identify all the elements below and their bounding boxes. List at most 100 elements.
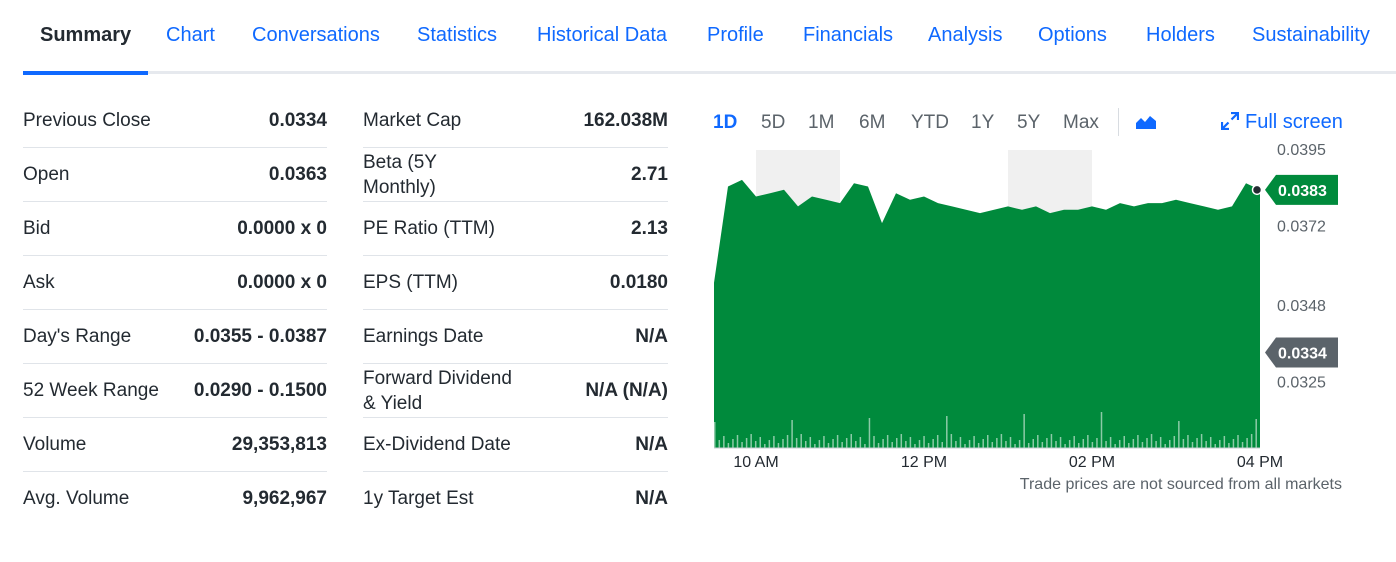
- tab-analysis[interactable]: Analysis: [928, 24, 1003, 46]
- tab-financials[interactable]: Financials: [803, 24, 894, 46]
- fullscreen-button[interactable]: Full screen: [1220, 111, 1343, 134]
- volume-bar: [1023, 414, 1025, 448]
- volume-bar: [909, 437, 912, 448]
- stat-label-eps: EPS (TTM): [363, 272, 458, 293]
- volume-bar: [900, 434, 903, 448]
- volume-bar: [1223, 436, 1226, 448]
- volume-bar: [782, 439, 784, 448]
- volume-bar: [795, 438, 798, 448]
- volume-bar: [1100, 412, 1103, 448]
- range-button-ytd[interactable]: YTD: [911, 112, 949, 133]
- volume-bar: [814, 444, 816, 448]
- volume-bar: [1005, 441, 1007, 448]
- volume-bar: [882, 439, 884, 448]
- volume-bar: [773, 436, 775, 448]
- stat-value-bid: 0.0000 x 0: [237, 217, 327, 239]
- volume-bar: [1091, 442, 1094, 448]
- table-row: EPS (TTM) 0.0180: [363, 256, 668, 310]
- tab-options[interactable]: Options: [1038, 24, 1107, 46]
- stat-value-open: 0.0363: [268, 163, 327, 185]
- volume-bar: [764, 444, 766, 448]
- tab-conversations[interactable]: Conversations: [252, 24, 380, 46]
- table-row: Avg. Volume 9,962,967: [23, 472, 327, 525]
- volume-bar: [1182, 439, 1185, 448]
- volume-bar: [973, 436, 975, 448]
- volume-bar: [923, 436, 925, 448]
- volume-bar: [777, 443, 780, 448]
- volume-bar: [859, 437, 862, 448]
- volume-bar: [1087, 435, 1089, 448]
- tab-historical-data[interactable]: Historical Data: [537, 24, 668, 46]
- stat-value-previous-close: 0.0334: [268, 109, 327, 131]
- summary-table-right: Market Cap 162.038M Beta (5Y Monthly) 2.…: [363, 94, 668, 525]
- volume-bar: [891, 442, 893, 448]
- expand-arrows-icon: [1220, 111, 1240, 131]
- stat-value-pe-ratio: 2.13: [631, 217, 668, 239]
- volume-bar: [1187, 435, 1189, 448]
- volume-bar: [1000, 434, 1003, 448]
- volume-bar: [809, 437, 812, 448]
- tab-sustainability[interactable]: Sustainability: [1252, 24, 1370, 46]
- volume-bar: [800, 434, 802, 448]
- stat-label-days-range: Day's Range: [23, 326, 132, 347]
- table-row: 52 Week Range 0.0290 - 0.1500: [23, 364, 327, 418]
- volume-bar: [1255, 419, 1257, 448]
- volume-bar: [718, 440, 721, 448]
- x-tick-label: 02 PM: [1069, 454, 1115, 471]
- volume-bar: [823, 436, 825, 448]
- intraday-price-chart[interactable]: 0.0395 0.0372 0.0348 0.0325 10 AM 12 PM 02 PM…: [700, 140, 1360, 480]
- volume-bar: [1128, 443, 1130, 448]
- volume-bar: [977, 443, 980, 448]
- volume-bar: [745, 438, 748, 448]
- quote-nav-tabs: Summary Chart Conversations Statistics H…: [0, 0, 1396, 76]
- table-row: PE Ratio (TTM) 2.13: [363, 202, 668, 256]
- range-button-1d[interactable]: 1D: [713, 112, 738, 133]
- stat-label-forward-dividend: Forward Dividend & Yield: [363, 367, 512, 414]
- volume-bar: [1096, 438, 1098, 448]
- volume-bar: [1237, 435, 1239, 448]
- volume-bar: [1078, 443, 1080, 448]
- volume-bar: [1173, 436, 1176, 448]
- volume-bar: [1032, 439, 1034, 448]
- range-button-5y[interactable]: 5Y: [1017, 112, 1041, 133]
- volume-bar: [1205, 441, 1207, 448]
- volume-bar: [1041, 442, 1044, 448]
- volume-bar: [982, 439, 984, 448]
- range-button-max[interactable]: Max: [1063, 112, 1099, 133]
- range-button-1m[interactable]: 1M: [808, 112, 835, 133]
- volume-bar: [1214, 444, 1216, 448]
- stat-value-market-cap: 162.038M: [583, 109, 668, 131]
- volume-bars: [714, 412, 1257, 448]
- table-row: Volume 29,353,813: [23, 418, 327, 472]
- table-row: Open 0.0363: [23, 148, 327, 202]
- x-tick-label: 10 AM: [733, 454, 778, 471]
- volume-bar: [791, 420, 793, 448]
- volume-bar: [1169, 440, 1171, 448]
- tab-holders[interactable]: Holders: [1146, 24, 1215, 46]
- range-button-6m[interactable]: 6M: [859, 112, 886, 133]
- stat-label-pe-ratio: PE Ratio (TTM): [363, 218, 495, 239]
- mountain-chart-icon[interactable]: [1135, 114, 1157, 135]
- volume-bar: [1027, 443, 1030, 448]
- y-tick-label: 0.0372: [1277, 218, 1326, 235]
- volume-bar: [1178, 421, 1180, 448]
- tab-chart[interactable]: Chart: [166, 24, 215, 46]
- volume-bar: [1246, 438, 1248, 448]
- volume-bar: [927, 443, 930, 448]
- volume-bar: [841, 442, 843, 448]
- volume-bar: [1114, 444, 1116, 448]
- volume-bar: [1164, 444, 1166, 448]
- volume-bar: [1159, 437, 1162, 448]
- volume-bar: [727, 443, 730, 448]
- volume-bar: [1018, 440, 1021, 448]
- range-button-1y[interactable]: 1Y: [971, 112, 995, 133]
- volume-bar: [946, 416, 948, 448]
- table-row: Ex-Dividend Date N/A: [363, 418, 668, 472]
- volume-bar: [991, 442, 994, 448]
- tab-statistics[interactable]: Statistics: [417, 24, 498, 46]
- last-price-dot: [1251, 184, 1263, 196]
- range-button-5d[interactable]: 5D: [761, 112, 786, 133]
- tab-summary[interactable]: Summary: [40, 24, 132, 46]
- tab-profile[interactable]: Profile: [707, 24, 764, 46]
- stat-label-avg-volume: Avg. Volume: [23, 488, 130, 509]
